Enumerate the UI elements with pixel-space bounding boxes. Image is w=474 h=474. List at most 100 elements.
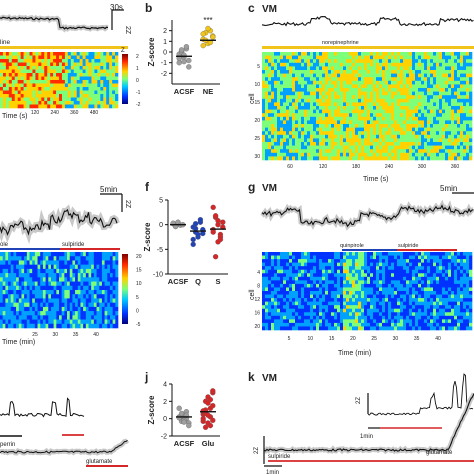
tick-label: 15	[329, 336, 335, 342]
region-label-g: VM	[262, 183, 277, 194]
heatmap-g-xticks: 5 10 15 20 25 30 35 40	[288, 336, 441, 342]
data-point	[205, 25, 211, 32]
tick-label: 2	[136, 54, 139, 60]
panel-letter-f: f	[145, 180, 150, 194]
category-label: ACSF	[168, 277, 189, 286]
ylabel: Z-score	[147, 395, 156, 424]
tick-label: 15	[254, 100, 260, 106]
tick-label: 35	[414, 336, 420, 342]
tick-label: 300	[418, 164, 427, 170]
region-label-k: VM	[262, 373, 277, 384]
tick-label: 20	[254, 118, 260, 124]
panel-i-trace: perrin glutamate	[0, 397, 130, 467]
scalebar-z-label: 2Z	[124, 26, 131, 35]
heatmap-g-xlabel: Time (min)	[338, 350, 371, 357]
tick-label: 5	[257, 64, 260, 70]
tick-label: 4	[257, 270, 260, 276]
tick-label: 16	[254, 311, 260, 317]
ytick-label: 4	[163, 382, 167, 389]
tick-label: -1	[136, 90, 141, 96]
heatmap-a-xlabel: Time (s)	[2, 113, 27, 120]
data-point	[215, 222, 221, 228]
data-point	[192, 221, 199, 227]
heatmap-c-xticks: 60 120 180 240 300 360	[287, 164, 459, 170]
colorbar-a: Z 2 1 0 -1 -2	[121, 48, 141, 108]
trace-c	[261, 16, 474, 27]
ytick-label: 1	[163, 39, 167, 46]
ytick-label: -2	[161, 71, 167, 78]
ytick-label: 0	[163, 50, 167, 57]
heatmap-c-ylabel: cell	[249, 93, 256, 104]
panel-j-chart: 4 2 0 -2 Z-score ACSF Glu	[147, 382, 220, 448]
ytick-label: 0	[159, 222, 163, 229]
tick-label: -5	[136, 322, 141, 328]
stim-label-partial: line	[0, 39, 11, 46]
data-point	[210, 417, 216, 424]
tick-label: -2	[136, 102, 141, 108]
colorbar-e: 20 15 10 5 0 -5	[122, 254, 142, 328]
heatmap-e-xlabel: Time (min)	[2, 339, 35, 346]
stim-label-sulpiride-g: sulpiride	[398, 243, 418, 249]
panel-e-trace: 5min 2Z	[0, 185, 131, 245]
stim-label-perrin: perrin	[0, 442, 15, 448]
data-point	[192, 225, 199, 232]
tick-label: 25	[254, 136, 260, 142]
category-label: ACSF	[174, 87, 195, 96]
panel-b-chart: 2 1 0 -1 -2 Z-score ACSF NE ***	[147, 16, 220, 96]
tick-label: 120	[31, 110, 40, 116]
scalebar-z-e-label: 2Z	[124, 200, 131, 209]
data-point	[186, 57, 192, 64]
tick-label: 240	[51, 110, 60, 116]
tick-label: 30	[254, 154, 260, 160]
ytick-label: 2	[163, 28, 167, 35]
data-point	[200, 416, 206, 422]
ytick-label: -10	[153, 272, 163, 279]
colorbar-a-title: Z	[121, 48, 125, 54]
data-point	[212, 254, 219, 260]
tick-label: 10	[136, 281, 142, 287]
panel-letter-b: b	[145, 1, 152, 15]
data-point	[205, 412, 211, 418]
tick-label: 20	[350, 336, 356, 342]
tick-label: 35	[73, 332, 79, 338]
data-point	[176, 405, 182, 411]
tick-label: 10	[254, 82, 260, 88]
scalebar-time-label: 30s	[110, 3, 123, 12]
panel-letter-c: c	[248, 1, 255, 15]
stim-label-quinpirole-g: quinpirole	[340, 243, 364, 249]
category-label: Glu	[202, 439, 215, 448]
heatmap-g	[262, 252, 473, 331]
ytick-label: -5	[157, 247, 163, 254]
data-point	[181, 58, 187, 65]
data-point	[186, 422, 192, 429]
tick-label: 20	[254, 324, 260, 330]
tick-label: 25	[32, 332, 38, 338]
data-point	[197, 217, 204, 223]
ytick-label: -1	[161, 60, 167, 67]
data-point	[207, 422, 214, 429]
panel-f-chart: 5 0 -5 -10 Z-score ACSF Q S	[143, 198, 228, 286]
data-point	[217, 236, 224, 243]
stim-bar-c	[262, 46, 474, 49]
heatmap-g-yticks: 4 8 12 16 20	[254, 270, 260, 330]
data-point	[210, 229, 216, 235]
tick-label: 180	[352, 164, 361, 170]
tick-label: 0	[136, 308, 139, 314]
data-point	[210, 403, 216, 409]
region-label-c: VM	[262, 4, 277, 15]
data-point	[220, 219, 226, 225]
tick-label: 60	[287, 164, 293, 170]
heatmap-e-xticks: 25 30 35 40	[32, 332, 99, 338]
trace-a-mean	[0, 16, 109, 30]
tick-label: 0	[136, 78, 139, 84]
ylabel: Z-score	[147, 37, 156, 66]
ytick-label: 0	[163, 416, 167, 423]
heatmap-c-yticks: 5 10 15 20 25 30	[254, 64, 260, 160]
panel-letter-j: j	[144, 370, 148, 384]
heatmap-e	[0, 252, 119, 329]
ytick-label: 5	[159, 198, 163, 205]
data-point	[210, 34, 216, 40]
data-point	[200, 31, 206, 37]
data-point	[200, 42, 206, 49]
